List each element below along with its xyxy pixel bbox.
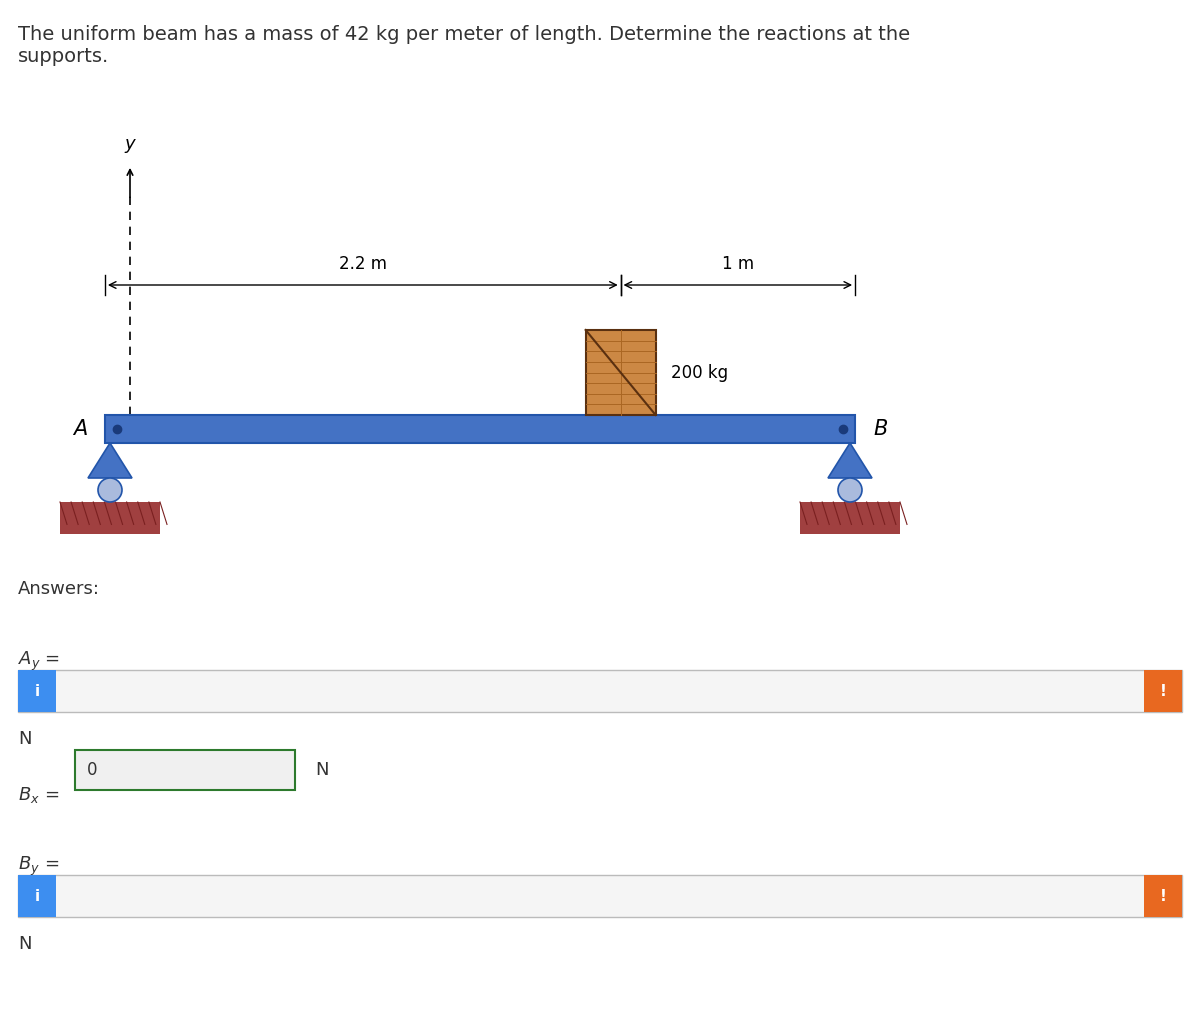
Text: 2.2 m: 2.2 m <box>338 255 386 273</box>
Text: !: ! <box>1159 683 1166 698</box>
Text: 0: 0 <box>88 761 97 779</box>
Text: y: y <box>125 135 136 153</box>
Circle shape <box>98 478 122 502</box>
Bar <box>18 670 1182 712</box>
Bar <box>1144 875 1182 917</box>
Polygon shape <box>88 443 132 478</box>
Bar <box>74 750 295 790</box>
Bar <box>60 502 160 534</box>
Bar <box>18 875 1182 917</box>
Bar <box>18 875 56 917</box>
Text: Answers:: Answers: <box>18 580 100 598</box>
Bar <box>18 670 56 712</box>
Bar <box>800 502 900 534</box>
Text: $B_x$ =: $B_x$ = <box>18 785 59 805</box>
Text: N: N <box>18 935 31 953</box>
Text: 1 m: 1 m <box>721 255 754 273</box>
Text: i: i <box>35 683 40 698</box>
Text: i: i <box>35 888 40 903</box>
Text: 200 kg: 200 kg <box>671 363 727 382</box>
Text: The uniform beam has a mass of 42 kg per meter of length. Determine the reaction: The uniform beam has a mass of 42 kg per… <box>18 25 910 66</box>
Text: $B_y$ =: $B_y$ = <box>18 855 59 878</box>
Circle shape <box>838 478 862 502</box>
Text: N: N <box>18 730 31 748</box>
Bar <box>1144 670 1182 712</box>
Text: A: A <box>73 419 88 439</box>
Text: N: N <box>316 761 329 779</box>
Bar <box>106 415 856 443</box>
Text: $A_y$ =: $A_y$ = <box>18 650 60 673</box>
Text: B: B <box>874 419 887 439</box>
Polygon shape <box>828 443 872 478</box>
Text: !: ! <box>1159 888 1166 903</box>
Bar <box>586 330 655 415</box>
